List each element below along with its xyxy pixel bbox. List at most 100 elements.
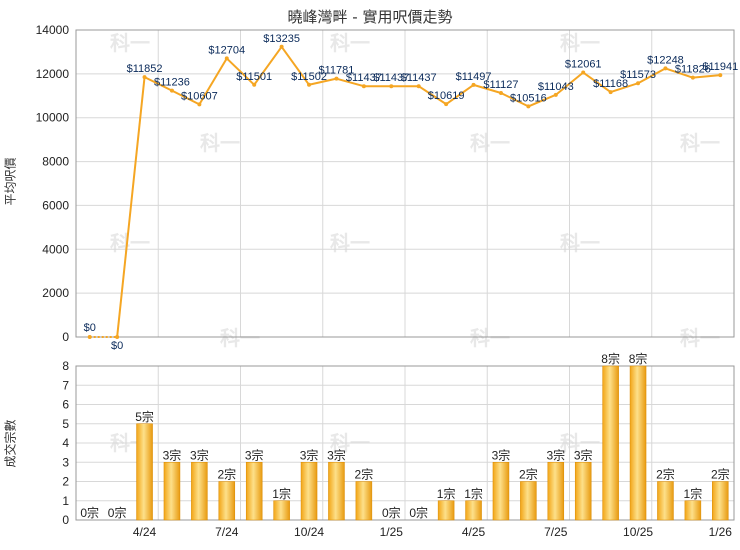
count-tick-label: 0 <box>62 513 69 527</box>
count-data-label: 2宗 <box>711 467 730 482</box>
price-point <box>389 84 394 89</box>
count-data-label: 3宗 <box>327 447 346 462</box>
price-point <box>416 84 421 89</box>
price-line-segment <box>473 83 502 94</box>
price-line-segment <box>280 46 310 86</box>
price-point <box>553 92 558 97</box>
price-tick-label: 2000 <box>42 286 69 300</box>
count-data-label: 3宗 <box>245 447 264 462</box>
price-point <box>608 90 613 95</box>
price-point <box>307 82 312 87</box>
price-line-segment <box>637 67 666 85</box>
count-data-label: 0宗 <box>409 505 428 520</box>
x-tick-label: 4/25 <box>462 525 486 539</box>
count-data-label: 1宗 <box>437 486 456 501</box>
count-data-label: 3宗 <box>163 447 182 462</box>
x-tick-label: 1/25 <box>380 525 404 539</box>
count-bar <box>547 462 565 521</box>
count-data-label: 3宗 <box>492 447 511 462</box>
count-bar <box>191 462 208 521</box>
price-point <box>690 75 695 80</box>
price-point <box>252 82 257 87</box>
price-data-label: $11437 <box>346 72 382 84</box>
count-tick-label: 5 <box>62 417 69 431</box>
count-data-label: 2宗 <box>656 467 675 482</box>
price-point <box>334 76 339 81</box>
count-data-label: 5宗 <box>135 409 154 424</box>
price-data-label: $11573 <box>620 69 656 81</box>
price-line-segment <box>582 71 612 93</box>
price-line-segment <box>253 46 283 86</box>
count-bar <box>218 481 236 521</box>
price-tick-label: 8000 <box>42 155 69 169</box>
price-line-segment <box>500 92 529 108</box>
watermark-text: 科一 <box>330 31 370 55</box>
price-data-label: $11127 <box>483 79 518 91</box>
price-point <box>498 91 503 96</box>
price-point <box>279 44 284 49</box>
count-data-label: 2宗 <box>519 467 538 482</box>
count-bar <box>273 500 290 521</box>
price-point <box>471 82 476 87</box>
count-data-label: 3宗 <box>574 447 593 462</box>
price-line-segment <box>198 57 228 105</box>
count-data-label: 8宗 <box>601 351 620 366</box>
count-bar <box>520 481 537 521</box>
price-line-segment <box>445 84 475 105</box>
price-point <box>526 104 531 109</box>
count-tick-label: 2 <box>62 475 69 489</box>
price-point <box>581 70 586 75</box>
watermark-text: 科一 <box>470 131 510 155</box>
price-plot-frame <box>75 29 735 338</box>
price-tick-label: 6000 <box>42 198 69 212</box>
price-line-segment <box>555 71 584 96</box>
x-tick-label: 7/24 <box>215 525 239 539</box>
watermark-text: 科一 <box>560 231 600 255</box>
count-tick-label: 6 <box>62 398 69 412</box>
price-data-label: $10619 <box>428 90 465 102</box>
price-line-segment <box>144 76 173 92</box>
price-data-label: $11501 <box>236 71 272 83</box>
watermark-text: 科一 <box>110 31 150 55</box>
price-line-segment <box>336 77 365 88</box>
price-point <box>361 84 366 89</box>
price-line-segment <box>527 93 557 108</box>
count-bar <box>355 481 373 521</box>
count-bar <box>245 462 263 521</box>
watermark-text: 科一 <box>680 131 720 155</box>
count-tick-label: 3 <box>62 455 69 469</box>
count-data-label: 1宗 <box>272 486 291 501</box>
price-data-label: $11236 <box>154 77 190 89</box>
count-data-label: 8宗 <box>629 351 648 366</box>
price-data-label: $11502 <box>291 71 327 83</box>
price-line-segment <box>226 57 255 86</box>
price-data-label: $12061 <box>565 59 602 71</box>
count-bar <box>163 462 181 521</box>
price-data-label: $0 <box>84 322 96 334</box>
watermark-text: 科一 <box>200 131 240 155</box>
count-bar <box>465 500 482 521</box>
price-data-label: $11437 <box>373 72 409 84</box>
price-data-label: $11043 <box>538 81 574 93</box>
count-plot-frame <box>75 365 735 521</box>
count-bar <box>684 500 702 521</box>
watermark-text: 科一 <box>560 31 600 55</box>
chart-title: 曉峰灣畔 - 實用呎價走勢 <box>287 8 453 26</box>
count-tick-label: 8 <box>62 359 69 373</box>
watermark-text: 科一 <box>110 231 150 255</box>
price-point <box>115 335 120 339</box>
watermark-text: 科一 <box>470 326 510 350</box>
price-tick-label: 10000 <box>36 111 70 125</box>
count-tick-label: 7 <box>62 378 69 392</box>
x-tick-label: 1/26 <box>709 525 733 539</box>
price-data-label: $11437 <box>401 72 437 84</box>
count-bar <box>712 481 729 521</box>
price-point <box>444 102 449 107</box>
count-bar <box>657 481 674 521</box>
count-tick-label: 4 <box>62 436 69 450</box>
price-point <box>663 66 668 71</box>
count-data-label: 2宗 <box>355 467 374 482</box>
price-point <box>636 81 641 86</box>
